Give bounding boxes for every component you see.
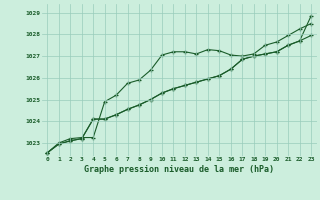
X-axis label: Graphe pression niveau de la mer (hPa): Graphe pression niveau de la mer (hPa) bbox=[84, 165, 274, 174]
